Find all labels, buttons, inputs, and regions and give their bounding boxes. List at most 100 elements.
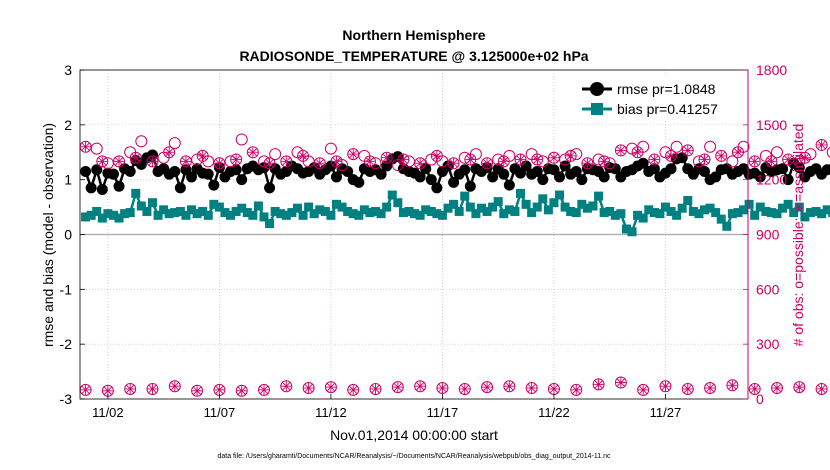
bias-point (298, 210, 308, 220)
bias-point (398, 208, 408, 218)
bias-point (510, 206, 520, 216)
obs-possible-point-star (282, 157, 291, 166)
obs-low-point-star (304, 384, 313, 392)
bias-point (672, 210, 682, 220)
legend-bias-label: bias pr=0.41257 (617, 101, 718, 117)
bias-point (103, 209, 113, 219)
rmse-point (124, 165, 136, 177)
bias-point (538, 194, 548, 204)
obs-possible-point-circle (447, 157, 460, 170)
obs-low-point-circle (235, 384, 248, 397)
rmse-point (414, 171, 426, 183)
obs-possible-point-circle (536, 155, 549, 168)
bias-point (638, 213, 648, 223)
bias-point (460, 191, 470, 201)
obs-possible-point-circle (715, 149, 728, 162)
obs-possible-point-circle (665, 149, 678, 162)
rmse-series (80, 149, 830, 196)
obs-low-point-circle (258, 383, 271, 396)
bias-point (265, 219, 275, 229)
rmse-point (169, 165, 181, 177)
obs-low-point-star (661, 382, 670, 391)
obs-low-point-star (193, 386, 202, 395)
x-tick-label: 11/27 (650, 405, 682, 420)
bias-point (822, 205, 830, 215)
bias-series (81, 188, 830, 237)
bias-point (164, 209, 174, 219)
rmse-point (375, 168, 387, 180)
obs-low-point-star (371, 385, 380, 393)
obs-possible-point-star (650, 155, 659, 164)
obs-possible-point-circle (246, 146, 259, 159)
obs-possible-point-circle (313, 157, 326, 170)
obs-low-point-circle (637, 383, 650, 396)
obs-low-point-star (505, 382, 514, 391)
bias-point (594, 191, 604, 201)
obs-possible-point-circle (581, 157, 594, 170)
rmse-point (91, 164, 103, 176)
bias-point (817, 209, 827, 219)
obs-possible-point-star (734, 148, 742, 157)
bias-point (555, 190, 565, 200)
obs-possible-point-circle (369, 157, 382, 170)
obs-possible-point-star (483, 159, 491, 168)
obs-possible-point-circle (570, 148, 583, 161)
bias-point (125, 208, 135, 218)
obs-low-point-circle (168, 380, 181, 393)
left-y-tick-label: -1 (60, 281, 73, 297)
bias-point (187, 205, 197, 215)
legend-box (578, 76, 740, 120)
obs-possible-point-star (248, 148, 257, 157)
obs-low-point-star (460, 385, 469, 393)
obs-possible-point-star (182, 157, 190, 166)
left-y-tick-label: -3 (60, 391, 73, 407)
bias-point (270, 206, 280, 216)
obs-possible-point-circle (90, 142, 103, 155)
bias-point (81, 212, 91, 222)
obs-possible-point-star (165, 148, 174, 157)
bias-point (175, 206, 185, 216)
bias-point (281, 210, 291, 220)
x-tick-label: 11/17 (427, 405, 459, 420)
rmse-point (236, 174, 248, 186)
bias-point (170, 208, 180, 218)
bias-point (410, 209, 420, 219)
chart-axes: 11/02 11/07 11/12 11/17 11/22 11/27 -3 -2 -1 0 1 2 3… (60, 62, 788, 420)
bias-point (755, 202, 765, 212)
obs-possible-point-circle (648, 153, 661, 166)
bias-point (108, 210, 118, 220)
obs-low-point-circle (525, 382, 538, 395)
obs-possible-point-star (750, 157, 759, 166)
obs-low-point-circle (347, 383, 360, 396)
bias-point (750, 210, 760, 220)
bias-point (292, 203, 302, 213)
bias-point (153, 210, 163, 220)
obs-low-point-star (438, 384, 447, 392)
obs-low-point-circle (458, 382, 471, 395)
rmse-point (208, 179, 220, 191)
obs-low-point-circle (592, 378, 605, 391)
bias-point (259, 212, 269, 222)
obs-low-point-star (483, 383, 491, 392)
obs-low-point-circle (302, 382, 315, 395)
obs-low-point-star (728, 381, 737, 390)
obs-possible-point-star (81, 142, 90, 151)
bias-point (209, 199, 219, 209)
obs-low-point-circle (770, 382, 783, 395)
obs-possible-point-star (382, 153, 391, 162)
bias-point (532, 202, 542, 212)
bias-point (616, 209, 626, 219)
obs-possible-point-star (633, 148, 642, 157)
obs-possible-point-circle (135, 135, 148, 148)
obs-low-point-star (594, 380, 603, 389)
bias-point (543, 205, 553, 215)
obs-possible-point-star (148, 157, 157, 166)
rmse-point (531, 165, 543, 177)
rmse-point (258, 162, 270, 174)
bias-point (716, 214, 726, 224)
obs-possible-point-circle (336, 159, 349, 172)
bias-point (326, 210, 336, 220)
obs-low-point-circle (414, 380, 427, 393)
obs-possible-point-star (516, 155, 525, 164)
